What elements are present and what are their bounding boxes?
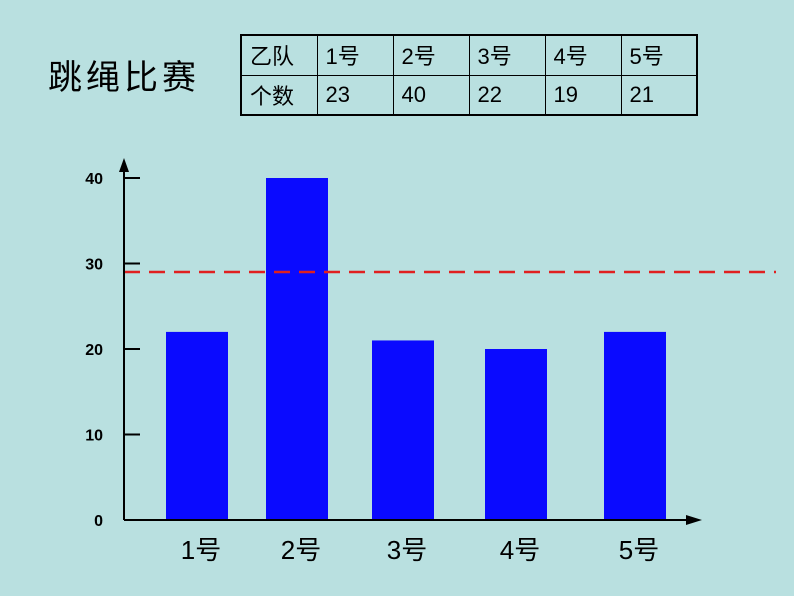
- x-tick-label: 3号: [387, 535, 427, 565]
- table-row-header: 个数: [240, 74, 318, 116]
- table-cell: 22: [468, 74, 546, 116]
- x-tick-label: 4号: [500, 535, 540, 565]
- bar: [166, 331, 228, 520]
- x-tick-label: 2号: [281, 535, 321, 565]
- table-cell: 2号: [392, 34, 470, 76]
- table-cell: 5号: [620, 34, 698, 76]
- table-cell: 21: [620, 74, 698, 116]
- x-tick-label: 5号: [619, 535, 659, 565]
- bar: [485, 349, 547, 520]
- x-tick-label: 1号: [181, 535, 221, 565]
- table-row: 个数 23 40 22 19 21: [240, 74, 698, 116]
- y-tick-label: 30: [85, 257, 103, 274]
- bar: [266, 178, 328, 520]
- table-cell: 3号: [468, 34, 546, 76]
- bar: [372, 340, 434, 520]
- bar: [604, 331, 666, 520]
- y-axis-arrow-icon: [119, 158, 129, 172]
- page-title: 跳绳比赛: [48, 58, 200, 98]
- y-tick-label: 10: [85, 428, 103, 445]
- y-tick-label: 40: [85, 171, 103, 188]
- x-axis-arrow-icon: [686, 515, 702, 525]
- data-table: 乙队 1号 2号 3号 4号 5号 个数 23 40 22 19 21: [240, 34, 698, 116]
- y-tick-label: 0: [94, 513, 103, 530]
- y-tick-label: 20: [85, 342, 103, 359]
- table-cell: 40: [392, 74, 470, 116]
- table-cell: 4号: [544, 34, 622, 76]
- table-cell: 23: [316, 74, 394, 116]
- table-cell: 19: [544, 74, 622, 116]
